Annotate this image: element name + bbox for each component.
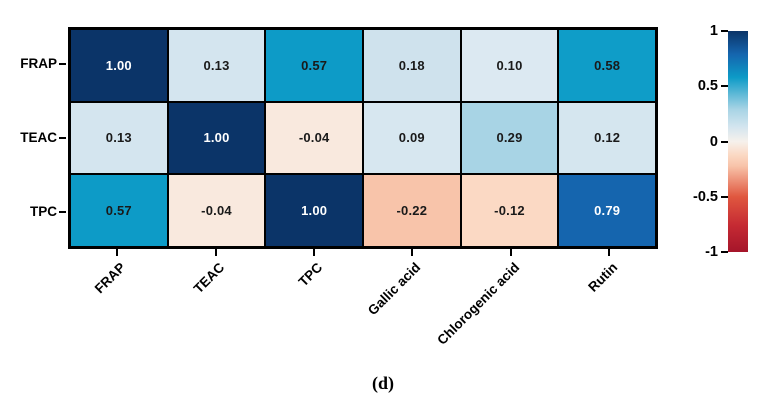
cell-value: 1.00 (301, 203, 328, 219)
cell-value: 0.79 (594, 203, 621, 219)
cell-value: -0.04 (201, 203, 232, 219)
heatmap-cell-TEAC-Gallic acid: 0.09 (362, 101, 461, 175)
x-tick (116, 249, 119, 256)
heatmap-grid: 1.00 0.13 0.57 0.18 0.10 0.58 0.13 1.00 -0.04 0.0… (68, 27, 658, 249)
cell-value: 0.12 (594, 130, 621, 146)
row-label-TPC: TPC (30, 204, 57, 219)
heatmap-cell-TEAC-Rutin: 0.12 (558, 101, 656, 175)
heatmap-cell-TPC-FRAP: 0.57 (70, 174, 168, 247)
colorbar-tick (721, 140, 728, 143)
heatmap-cell-FRAP-Gallic acid: 0.18 (362, 29, 461, 102)
heatmap-cell-FRAP-Rutin: 0.58 (558, 29, 656, 102)
cell-value: -0.04 (298, 130, 330, 146)
cell-value: 0.58 (594, 57, 621, 73)
heatmap-cell-TEAC-FRAP: 0.13 (70, 101, 168, 175)
cell-value: 1.00 (105, 57, 132, 73)
cell-value: 0.13 (105, 130, 132, 146)
heatmap-cell-TPC-Rutin: 0.79 (558, 174, 656, 247)
cell-value: 0.10 (496, 57, 523, 73)
colorbar-label-1: 1 (709, 23, 718, 39)
row-label-FRAP: FRAP (20, 56, 57, 71)
cell-value: 0.18 (398, 57, 425, 73)
heatmap-cell-FRAP-FRAP: 1.00 (70, 29, 168, 102)
heatmap-cell-TPC-TPC: 1.00 (265, 174, 363, 247)
heatmap-cell-TEAC-Chlorogenic acid: 0.29 (460, 101, 559, 175)
heatmap-cell-TPC-Gallic acid: -0.22 (362, 174, 461, 247)
cell-value: 0.29 (496, 130, 523, 146)
y-tick (59, 137, 66, 139)
y-tick (59, 211, 66, 213)
colorbar-tick (721, 251, 728, 253)
colorbar-tick (721, 195, 728, 198)
x-tick (214, 249, 217, 256)
colorbar-label--1: -1 (705, 244, 718, 260)
cell-value: 1.00 (203, 130, 230, 146)
x-tick (312, 249, 315, 256)
heatmap-cell-FRAP-TPC: 0.57 (265, 29, 363, 102)
row-label-TEAC: TEAC (20, 130, 57, 145)
heatmap-cell-TPC-TEAC: -0.04 (167, 174, 266, 247)
figure-caption: (d) (372, 373, 394, 393)
heatmap-cell-TEAC-TPC: -0.04 (265, 101, 363, 175)
colorbar (728, 31, 748, 252)
colorbar-label--0.5: -0.5 (693, 188, 718, 205)
colorbar-label-0: 0 (709, 133, 718, 150)
x-tick (509, 249, 512, 256)
x-tick (411, 249, 414, 256)
cell-value: -0.22 (396, 203, 428, 219)
colorbar-label-0.5: 0.5 (697, 78, 718, 95)
colorbar-tick (721, 30, 728, 32)
cell-value: 0.57 (105, 203, 132, 219)
heatmap-cell-TPC-Chlorogenic acid: -0.12 (460, 174, 559, 247)
x-tick (607, 249, 610, 256)
heatmap-cell-FRAP-Chlorogenic acid: 0.10 (460, 29, 559, 102)
cell-value: 0.09 (398, 130, 425, 146)
cell-value: -0.12 (494, 203, 525, 219)
cell-value: 0.13 (203, 57, 230, 73)
colorbar-tick (721, 85, 728, 88)
heatmap-cell-TEAC-TEAC: 1.00 (167, 101, 266, 175)
cell-value: 0.57 (301, 57, 328, 73)
heatmap-cell-FRAP-TEAC: 0.13 (167, 29, 266, 102)
y-tick (59, 63, 66, 65)
